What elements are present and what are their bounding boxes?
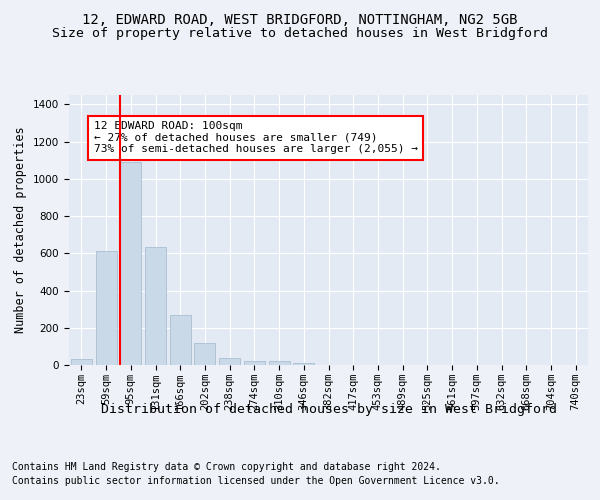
Y-axis label: Number of detached properties: Number of detached properties <box>14 126 28 334</box>
Text: Distribution of detached houses by size in West Bridgford: Distribution of detached houses by size … <box>101 402 557 415</box>
Text: 12 EDWARD ROAD: 100sqm
← 27% of detached houses are smaller (749)
73% of semi-de: 12 EDWARD ROAD: 100sqm ← 27% of detached… <box>94 121 418 154</box>
Text: 12, EDWARD ROAD, WEST BRIDGFORD, NOTTINGHAM, NG2 5GB: 12, EDWARD ROAD, WEST BRIDGFORD, NOTTING… <box>82 12 518 26</box>
Text: Size of property relative to detached houses in West Bridgford: Size of property relative to detached ho… <box>52 28 548 40</box>
Text: Contains public sector information licensed under the Open Government Licence v3: Contains public sector information licen… <box>12 476 500 486</box>
Bar <box>244 361 265 365</box>
Bar <box>194 342 215 365</box>
Bar <box>71 360 92 365</box>
Bar <box>120 162 141 365</box>
Bar <box>219 358 240 365</box>
Bar <box>95 252 116 365</box>
Bar <box>145 247 166 365</box>
Text: Contains HM Land Registry data © Crown copyright and database right 2024.: Contains HM Land Registry data © Crown c… <box>12 462 441 472</box>
Bar <box>269 361 290 365</box>
Bar <box>170 314 191 365</box>
Bar <box>293 363 314 365</box>
